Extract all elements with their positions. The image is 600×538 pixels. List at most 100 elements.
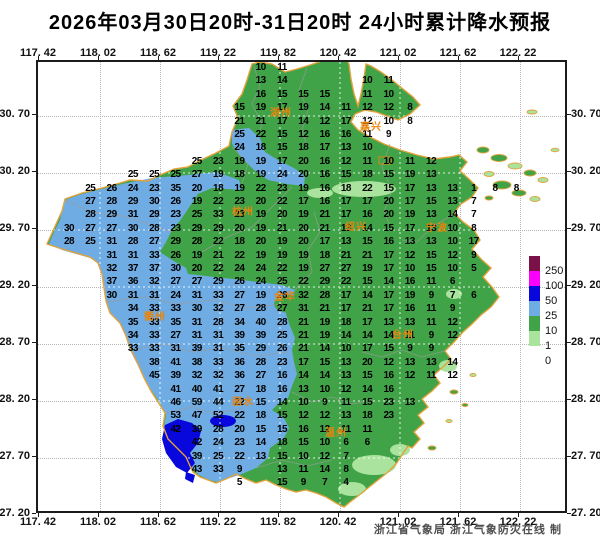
grid-value: 22 (255, 129, 267, 140)
grid-value: 25 (234, 129, 245, 140)
grid-value: 33 (170, 303, 181, 315)
grid-value: 14 (447, 356, 458, 368)
grid-value: 20 (255, 196, 267, 207)
grid-value: 31 (191, 316, 203, 328)
ylab-left: 29. 20 (0, 279, 30, 291)
grid-value: 20 (383, 209, 394, 221)
grid-value: 20 (234, 222, 245, 234)
grid-value: 13 (404, 356, 416, 368)
grid-value: 32 (191, 370, 203, 382)
grid-value: 31 (191, 330, 203, 341)
grid-value: 37 (127, 263, 139, 274)
grid-value: 14 (340, 330, 352, 341)
grid-value: 15 (319, 356, 331, 368)
grid-value: 30 (127, 222, 139, 234)
legend-swatch-100 (529, 271, 540, 286)
grid-value: 41 (170, 383, 181, 395)
grid-value: 28 (63, 236, 75, 248)
grid-value: 9 (428, 330, 435, 341)
grid-value: 14 (298, 370, 309, 382)
tick-top (458, 56, 459, 60)
grid-value: 16 (319, 182, 331, 194)
city-label-金华: 金华 (274, 292, 296, 303)
grid-value: 19 (234, 182, 245, 194)
grid-value: 45 (149, 370, 160, 382)
grid-value: 21 (340, 249, 352, 261)
lightgreen-patch (439, 360, 457, 372)
grid-value: 14 (319, 343, 331, 355)
grid-value: 13 (447, 182, 458, 194)
grid-value: 10 (340, 343, 352, 355)
grid-value: 31 (298, 303, 309, 315)
grid-value: 16 (404, 276, 416, 288)
grid-value: 25 (276, 330, 288, 341)
ylab-left: 29. 70 (0, 222, 30, 234)
tick-top (158, 56, 159, 60)
tick-right (567, 114, 571, 115)
grid-value: 23 (170, 222, 181, 234)
grid-value: 13 (404, 316, 416, 328)
grid-value: 19 (255, 222, 267, 234)
grid-value: 21 (213, 249, 224, 261)
xlab-bottom: 118. 62 (139, 516, 177, 528)
grid-value: 16 (298, 423, 309, 435)
grid-value: 19 (298, 209, 309, 221)
tick-left (32, 114, 36, 115)
grid-value: 23 (234, 437, 245, 449)
grid-value: 23 (149, 182, 160, 194)
grid-value: 9 (428, 289, 435, 301)
grid-value: 13 (426, 222, 437, 234)
city-label-宁波: 宁波 (426, 223, 448, 234)
grid-value: 12 (362, 115, 373, 127)
grid-value: 21 (255, 115, 267, 127)
grid-value: 14 (319, 370, 331, 382)
grid-value: 19 (191, 249, 203, 261)
grid-value: 10 (447, 222, 458, 234)
grid-value: 15 (255, 423, 267, 435)
grid-value: 11 (277, 62, 287, 73)
grid-value: 29 (149, 209, 160, 221)
tick-top (218, 56, 219, 60)
grid-value: 11 (362, 129, 372, 140)
tick-bottom (458, 513, 459, 517)
grid-value: 15 (276, 129, 288, 140)
grid-value: 10 (447, 263, 458, 274)
grid-value: 29 (170, 236, 181, 248)
grid-value: 11 (298, 464, 309, 475)
grid-value: 17 (383, 303, 394, 315)
grid-value: 25 (85, 182, 96, 194)
grid-value: 31 (106, 236, 118, 248)
grid-value: 27 (170, 276, 181, 288)
grid-value: 18 (234, 236, 245, 248)
grid-value: 24 (255, 263, 267, 274)
grid-value: 15 (276, 410, 288, 422)
grid-value: 33 (213, 289, 224, 301)
xlab-bottom: 122. 22 (499, 516, 537, 528)
grid-value: 30 (149, 196, 160, 207)
grid-value: 13 (255, 75, 267, 87)
grid-value: 30 (191, 303, 203, 315)
grid-value: 16 (383, 383, 394, 395)
tick-bottom (398, 513, 399, 517)
tick-bottom (38, 513, 39, 517)
grid-value: 15 (276, 423, 288, 435)
grid-value: 13 (340, 356, 352, 368)
grid-value: 29 (213, 222, 224, 234)
grid-value: 15 (276, 477, 288, 489)
grid-value: 23 (276, 356, 288, 368)
grid-value: 36 (234, 356, 245, 368)
grid-value: 16 (319, 196, 331, 207)
grid-value: 32 (298, 289, 309, 301)
grid-value: 19 (255, 102, 267, 114)
grid-value: 8 (407, 115, 413, 127)
grid-value: 27 (234, 383, 245, 395)
grid-value: 18 (298, 142, 309, 154)
grid-value: 19 (255, 209, 267, 221)
grid-value: 22 (234, 249, 245, 261)
xlab-top: 118. 02 (79, 47, 117, 59)
legend-swatch-1 (529, 331, 540, 346)
grid-value: 17 (340, 196, 352, 207)
tick-left (32, 399, 36, 400)
grid-value: 17 (276, 155, 288, 167)
grid-value: 19 (404, 289, 416, 301)
